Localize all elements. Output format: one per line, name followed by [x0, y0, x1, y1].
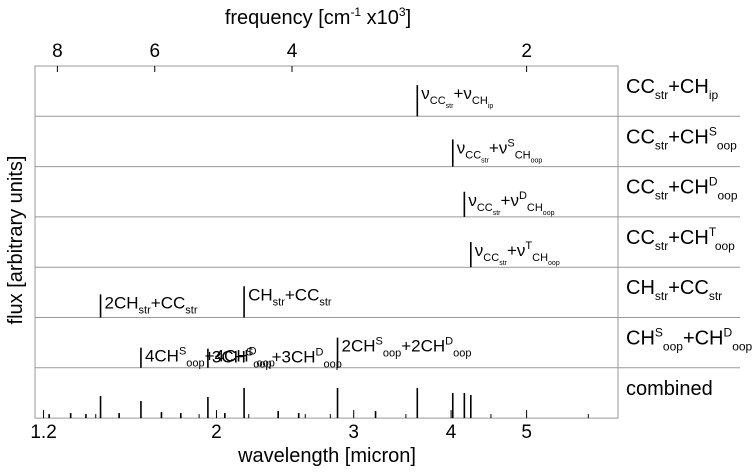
stick-label: 3CHSoop+3CHDoop [212, 347, 342, 371]
panel-group [34, 65, 740, 419]
panel-legend: CCstr+CHip [626, 76, 718, 102]
top-tick-label: 8 [52, 41, 63, 62]
x-axis-title: wavelength [micron] [237, 445, 416, 467]
x-tick-label: 2 [211, 422, 222, 443]
y-axis-title: flux [arbitrary units] [5, 156, 27, 325]
x-tick-label: 3 [348, 422, 359, 443]
stick-label: νCCstr+νDCHoop [468, 190, 554, 217]
stick-label: 2CHSoop+2CHDoop [342, 336, 472, 360]
top-tick-label: 6 [149, 41, 160, 62]
panel-legend: CHstr+CCstr [626, 277, 722, 303]
top-axis-title: frequency [cm-1 x103] [225, 5, 411, 29]
x-tick-label: 1.2 [30, 422, 56, 443]
panel-legend: CHSoop+CHDoop [626, 326, 752, 354]
panel-legends: CCstr+CHip CCstr+CHSoop CCstr+CHDoop CCstr+… [626, 76, 752, 400]
panel-legend: CCstr+CHSoop [626, 124, 737, 152]
panel-legend: combined [626, 378, 713, 400]
axes: frequency [cm-1 x103] wavelength [micron… [5, 5, 589, 467]
top-tick-label: 4 [287, 41, 298, 62]
stick-label: νCCstr+νSCHoop [457, 137, 543, 164]
stick-label: 2CHstr+CCstr [105, 293, 198, 316]
stick-label: CHstr+CCstr [248, 285, 332, 308]
x-tick-label: 4 [446, 422, 457, 443]
panel-legend: CCstr+CHToop [626, 225, 735, 253]
plot-frame [34, 65, 619, 419]
stick-label: νCCstr+νCHip [421, 84, 493, 110]
x-tick-label: 5 [521, 422, 532, 443]
panel-legend: CCstr+CHDoop [626, 175, 738, 203]
stick-label: νCCstr+νTCHoop [475, 240, 560, 267]
top-tick-label: 2 [521, 41, 532, 62]
stick-labels: νCCstr+νCHip νCCstr+νSCHoop νCCstr+νDCHoop… [105, 84, 560, 371]
stick-label: 4CHSoop+4CHDoop [145, 346, 275, 370]
